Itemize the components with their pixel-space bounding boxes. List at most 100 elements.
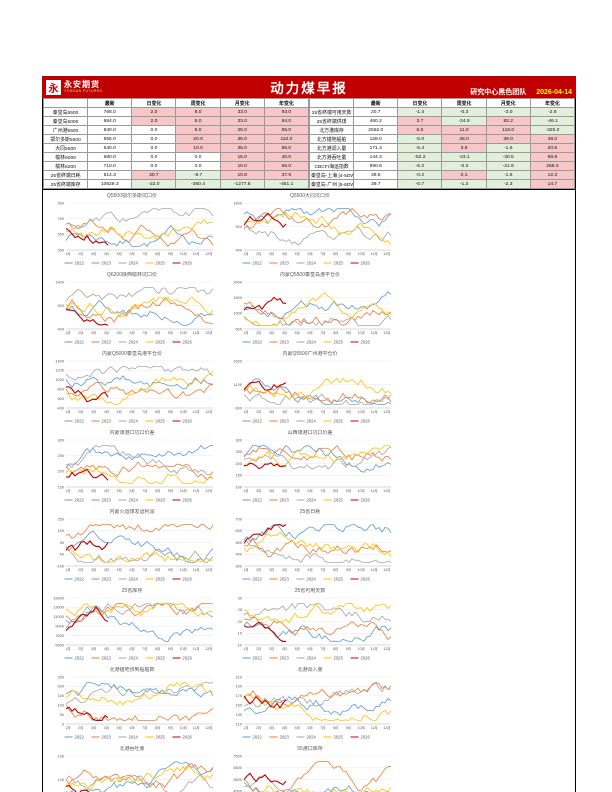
series-line-2024 bbox=[65, 445, 214, 476]
x-tick-label: 5月 bbox=[295, 647, 300, 651]
change-value: -46.1 bbox=[529, 116, 576, 126]
change-value: -0.3 bbox=[441, 161, 487, 171]
x-tick-label: 10月 bbox=[358, 568, 365, 572]
x-tick-label: 9月 bbox=[168, 647, 173, 651]
change-value: 116.0 bbox=[485, 125, 531, 135]
y-tick-label: 15 bbox=[238, 631, 242, 636]
y-tick-label: 130 bbox=[236, 712, 243, 717]
y-tick-label: 150 bbox=[58, 528, 65, 533]
table-row: 25省终端日耗 514.3 30.7 -8.7 10.8 37.9 bbox=[42, 170, 310, 180]
x-tick-label: 1月 bbox=[65, 410, 70, 414]
row-label: 北方港调入量 bbox=[308, 143, 355, 153]
series-line-2024 bbox=[65, 287, 214, 302]
y-tick-label: 1000 bbox=[55, 377, 64, 382]
x-tick-label: 10月 bbox=[180, 331, 187, 335]
y-tick-label: 250 bbox=[58, 674, 65, 679]
y-tick-label: 1000 bbox=[233, 311, 242, 316]
change-value: -1.5 bbox=[485, 143, 531, 153]
latest-value: 39.7 bbox=[353, 179, 399, 189]
change-value: 0.0 bbox=[131, 134, 177, 144]
change-value: -1277.8 bbox=[219, 179, 265, 189]
legend-label: 2025 bbox=[156, 498, 166, 503]
x-tick-label: 5月 bbox=[117, 647, 122, 651]
legend-label: 2023 bbox=[280, 340, 290, 345]
x-tick-label: 2月 bbox=[256, 726, 261, 730]
legend-label: 2026 bbox=[361, 419, 371, 424]
x-tick-label: 4月 bbox=[282, 726, 287, 730]
x-tick-label: 3月 bbox=[91, 331, 96, 335]
x-tick-label: 3月 bbox=[269, 568, 274, 572]
y-tick-label: 150 bbox=[58, 484, 65, 489]
legend-label: 2025 bbox=[156, 656, 166, 661]
x-tick-label: 12月 bbox=[383, 647, 390, 651]
series-line-2025 bbox=[65, 682, 214, 706]
row-label: 秦皇岛5000 bbox=[42, 116, 89, 126]
x-tick-label: 6月 bbox=[129, 647, 134, 651]
y-tick-label: 600 bbox=[236, 405, 243, 410]
y-tick-label: 400 bbox=[58, 405, 65, 410]
series-line-2026 bbox=[65, 227, 109, 246]
change-value: -325.0 bbox=[529, 125, 576, 135]
column-header: 年变化 bbox=[529, 98, 576, 108]
y-tick-label: 200 bbox=[58, 469, 65, 474]
series-line-2023 bbox=[243, 208, 392, 230]
series-line-2024 bbox=[65, 774, 214, 792]
series-line-2025 bbox=[65, 467, 214, 484]
change-value: 0.0 bbox=[175, 152, 221, 162]
x-tick-label: 3月 bbox=[91, 726, 96, 730]
table-row: 25省终端可用天数 20.7 -1.4 -0.3 -3.0 -2.6 bbox=[308, 107, 576, 117]
chart: 55港口库存350045005500650075001月2月3月4月5月6月7月… bbox=[221, 745, 399, 792]
series-line-2026 bbox=[65, 386, 109, 403]
y-tick-label: 6500 bbox=[233, 765, 242, 770]
change-value: -0.7 bbox=[397, 179, 443, 189]
legend-label: 2024 bbox=[307, 498, 317, 503]
latest-value: 768.0 bbox=[87, 107, 133, 117]
x-tick-label: 2月 bbox=[78, 410, 83, 414]
table-row: 北方港库存 2562.0 6.0 11.0 116.0 -325.0 bbox=[308, 125, 576, 135]
x-tick-label: 6月 bbox=[307, 252, 312, 256]
series-line-2025 bbox=[65, 603, 214, 617]
chart-plot: -150 -50 50 150 250 1月 2月 3月 4月 5月 6月 7月 8月 9月 10月 11月 1… bbox=[56, 516, 214, 582]
row-label: 北方港库存 bbox=[308, 125, 355, 135]
row-label: 秦皇岛-上海 [4-5DWT] bbox=[308, 170, 355, 180]
table-row: 北方锚地船舶 128.0 -5.0 48.0 39.0 48.0 bbox=[308, 134, 576, 144]
x-tick-label: 11月 bbox=[371, 568, 378, 572]
x-tick-label: 2月 bbox=[78, 331, 83, 335]
row-label: 大同5500 bbox=[42, 143, 89, 153]
latest-value: 39.5 bbox=[353, 170, 399, 180]
table-row: 25省终端库存 10629.3 -22.0 -360.4 -1277.8 -451.1 bbox=[42, 179, 310, 189]
chart-title: 25省日耗 bbox=[299, 509, 321, 515]
x-tick-label: 3月 bbox=[269, 252, 274, 256]
x-tick-label: 10月 bbox=[180, 726, 187, 730]
chart-plot: 400 900 1400 1月 2月 3月 4月 5月 6月 7月 8月 9月 10月 11月 12月 202… bbox=[233, 200, 392, 266]
series-line-2023 bbox=[65, 218, 214, 248]
series-line-2025 bbox=[243, 292, 392, 326]
report-header: 永 永安期货 YONGAN FUTURES 动力煤早报 研究中心黑色团队 202… bbox=[42, 76, 576, 98]
latest-value: 460.2 bbox=[353, 116, 399, 126]
series-line-2024 bbox=[243, 225, 392, 246]
x-tick-label: 6月 bbox=[307, 489, 312, 493]
chart-title: 北港吞吐量 bbox=[119, 746, 145, 752]
change-value: 10.0 bbox=[219, 161, 265, 171]
series-line-2025 bbox=[65, 765, 214, 791]
chart: 25省日耗 300 400 500 600 700 1月 2月 3月 4月 5月 6月 7月 8月 9月 10… bbox=[221, 508, 399, 587]
x-tick-label: 7月 bbox=[142, 331, 147, 335]
x-tick-label: 1月 bbox=[65, 726, 70, 730]
x-tick-label: 5月 bbox=[295, 410, 300, 414]
series-line-2026 bbox=[243, 462, 287, 470]
y-tick-label: 50 bbox=[60, 540, 65, 545]
table-row: 25省终端供煤 460.2 3.7 -24.9 83.2 -46.1 bbox=[308, 116, 576, 126]
legend-label: 2025 bbox=[156, 340, 166, 345]
chart: 内蒙火运煤发运利润 -150 -50 50 150 250 1月 2月 3月 4月 5月 6月 7月 8月… bbox=[43, 508, 221, 587]
series-line-2022 bbox=[243, 291, 392, 320]
x-tick-label: 10月 bbox=[180, 568, 187, 572]
y-tick-label: 700 bbox=[236, 516, 243, 521]
x-tick-label: 8月 bbox=[155, 410, 160, 414]
legend-label: 2023 bbox=[102, 656, 112, 661]
x-tick-label: 4月 bbox=[282, 410, 287, 414]
y-tick-label: 250 bbox=[58, 516, 65, 521]
x-tick-label: 11月 bbox=[193, 331, 200, 335]
x-tick-label: 9月 bbox=[346, 252, 351, 256]
legend-label: 2023 bbox=[280, 261, 290, 266]
x-tick-label: 10月 bbox=[358, 726, 365, 730]
